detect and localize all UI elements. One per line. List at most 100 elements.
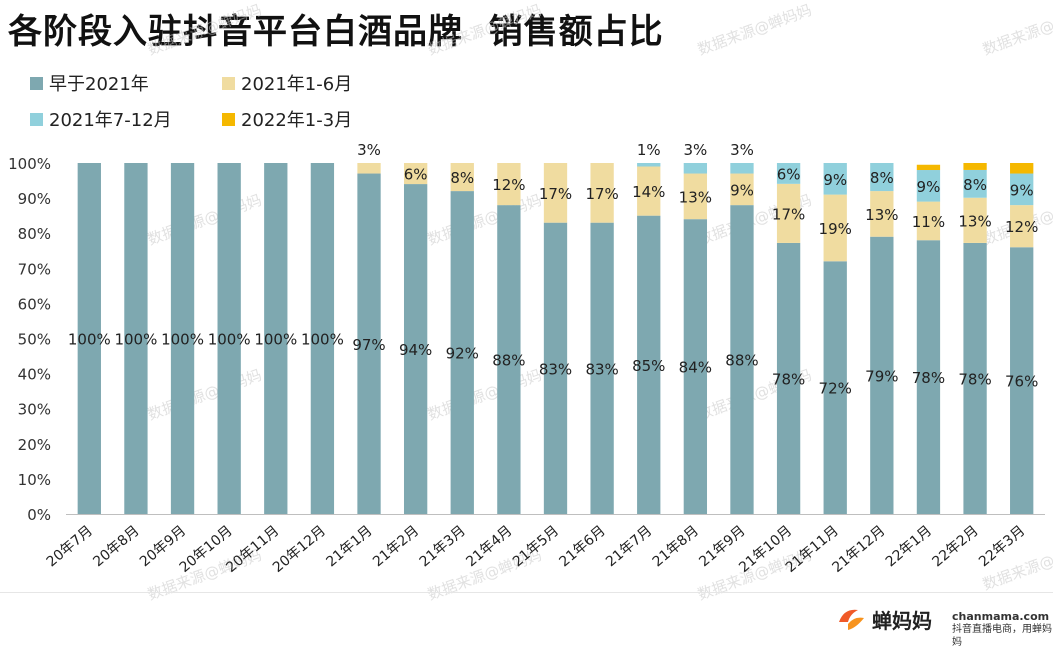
x-tick-label: 21年6月 (556, 523, 608, 570)
data-label-series-2: 11% (912, 213, 945, 231)
x-tick-label: 22年2月 (929, 523, 981, 570)
data-label-series-1: 100% (114, 331, 157, 349)
bar-segment-2 (1010, 205, 1034, 248)
legend-label-series-4: 2022年1-3月 (241, 110, 353, 131)
data-label-series-1: 84% (679, 359, 712, 377)
bar-segment-2 (730, 173, 754, 206)
data-label-series-2: 17% (585, 185, 618, 203)
bar-segment-3 (1010, 173, 1034, 206)
data-label-series-3: 6% (777, 165, 801, 183)
bar-segment-1 (963, 242, 987, 514)
watermark-text: 数据来源@蝉妈妈 (145, 191, 264, 249)
brand-mark: 蝉妈妈 (836, 604, 932, 634)
legend-label-series-3: 2021年7-12月 (49, 110, 172, 131)
legend-swatch-series-1 (30, 76, 43, 90)
x-tick-label: 21年2月 (370, 523, 422, 570)
x-tick-label: 22年1月 (883, 523, 935, 570)
data-label-series-2: 17% (772, 205, 805, 223)
data-label-series-2: 13% (958, 212, 991, 230)
data-label-series-3: 1% (637, 141, 661, 159)
bar-segment-1 (683, 219, 708, 514)
bar-segment-1 (170, 163, 195, 514)
bar-segment-1 (450, 191, 474, 514)
y-tick-label: 10% (18, 471, 51, 489)
legend-item-series-4: 2022年1-3月 (222, 106, 352, 132)
bar-segment-1 (916, 240, 941, 514)
data-label-series-1: 78% (772, 370, 805, 388)
data-label-series-2: 9% (730, 181, 754, 199)
data-label-series-3: 3% (730, 141, 754, 159)
y-tick-label: 40% (18, 366, 51, 384)
legend-label-series-1: 早于2021年 (49, 74, 149, 95)
brand-tagline: 抖音直播电商，用蝉妈妈 (952, 624, 1052, 648)
bar-segment-4 (916, 164, 941, 171)
bar-segment-4 (1010, 163, 1034, 174)
data-label-series-1: 100% (208, 331, 251, 349)
data-label-series-2: 3% (357, 141, 381, 159)
watermark-text: 数据来源@蝉妈妈 (145, 366, 264, 424)
data-label-series-2: 8% (450, 169, 474, 187)
data-label-series-2: 6% (404, 166, 428, 184)
bar-segment-1 (310, 163, 335, 514)
bar-segment-1 (543, 222, 568, 515)
watermark-text: 数据来源@蝉妈妈 (145, 1, 264, 59)
brand-domain: chanmama.com (952, 610, 1050, 623)
x-tick-label: 20年12月 (270, 523, 329, 576)
watermark-text: 数据来源@蝉妈妈 (425, 1, 544, 59)
data-label-series-3: 9% (917, 178, 941, 196)
x-tick-label: 21年8月 (650, 523, 702, 570)
data-label-series-1: 100% (68, 331, 111, 349)
bar-segment-1 (264, 163, 288, 514)
bar-segment-3 (916, 170, 941, 202)
bar-segment-2 (683, 173, 708, 220)
y-tick-label: 0% (27, 506, 51, 524)
data-label-series-2: 14% (632, 183, 665, 201)
bar-segment-2 (963, 197, 987, 243)
y-tick-label: 90% (18, 190, 51, 208)
bar-segment-3 (776, 163, 801, 184)
bar-segment-4 (963, 163, 987, 170)
data-label-series-3: 9% (1010, 181, 1034, 199)
chart-title: 各阶段入驻抖音平台白酒品牌 销售额占比 (8, 12, 664, 52)
y-tick-label: 100% (8, 155, 51, 173)
bar-segment-1 (403, 184, 428, 514)
bar-segment-3 (870, 163, 894, 192)
data-label-series-1: 78% (912, 369, 945, 387)
bar-segment-2 (823, 194, 847, 262)
bar-segment-3 (683, 163, 708, 174)
legend-swatch-series-4 (222, 112, 235, 126)
bar-segment-2 (776, 183, 801, 243)
data-label-series-1: 79% (865, 367, 898, 385)
data-label-series-2: 13% (679, 188, 712, 206)
bar-segment-1 (637, 215, 661, 514)
data-label-series-1: 100% (161, 331, 204, 349)
bar-segment-1 (497, 205, 521, 514)
bar-segment-2 (590, 163, 614, 223)
watermark-text: 数据来源@蝉妈妈 (695, 1, 814, 59)
data-label-series-3: 3% (683, 141, 707, 159)
data-label-series-1: 97% (352, 336, 385, 354)
y-tick-label: 20% (18, 436, 51, 454)
footer-divider (0, 592, 1053, 593)
data-label-series-1: 83% (585, 360, 618, 378)
watermark-text: 数据来源@蝉妈妈 (425, 366, 544, 424)
y-tick-label: 50% (18, 331, 51, 349)
bar-segment-1 (77, 163, 101, 514)
x-tick-label: 21年12月 (829, 523, 888, 576)
bar-segment-3 (730, 163, 754, 174)
data-label-series-1: 92% (446, 345, 479, 363)
data-label-series-2: 12% (1005, 218, 1038, 236)
data-label-series-1: 100% (301, 331, 344, 349)
bar-segment-1 (590, 222, 614, 515)
x-tick-label: 20年8月 (90, 523, 142, 570)
bar-segment-3 (963, 169, 987, 198)
bar-segment-3 (823, 163, 847, 195)
x-tick-label: 20年7月 (44, 523, 96, 570)
bar-segment-2 (497, 163, 521, 206)
y-tick-label: 60% (18, 295, 51, 313)
x-tick-label: 21年7月 (603, 523, 655, 570)
bar-segment-2 (637, 166, 661, 216)
data-label-series-1: 83% (539, 360, 572, 378)
legend-label-series-2: 2021年1-6月 (241, 74, 353, 95)
